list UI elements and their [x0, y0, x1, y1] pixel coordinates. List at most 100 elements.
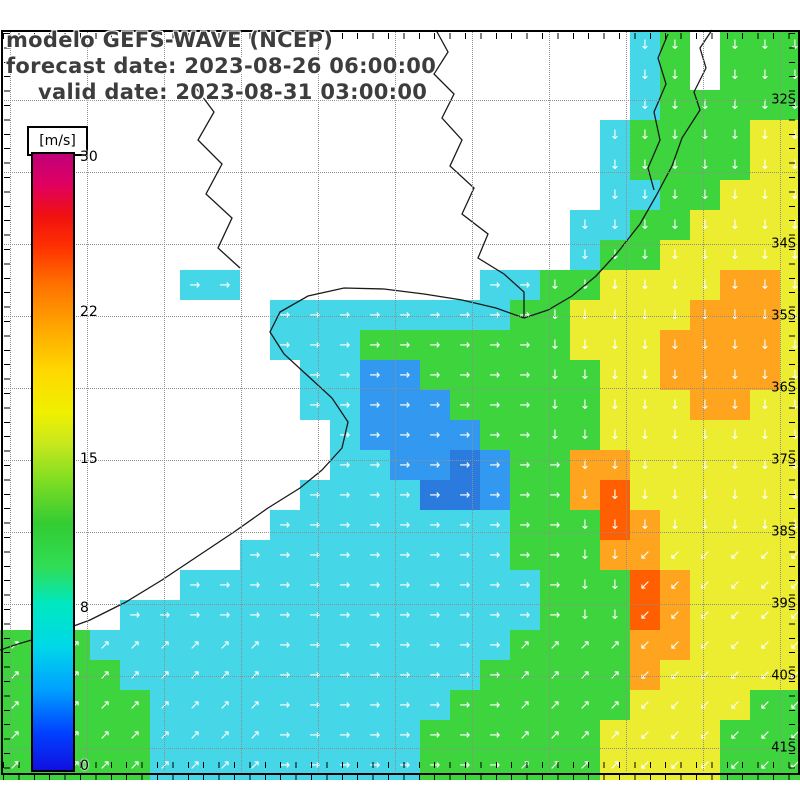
wind-arrow-icon: ↓	[579, 397, 591, 413]
wind-arrow-icon: ↓	[699, 397, 711, 413]
wind-arrow-icon: ↗	[549, 667, 561, 683]
wind-arrow-icon: ↓	[669, 457, 681, 473]
wind-arrow-icon: ↓	[699, 517, 711, 533]
map-cell: →	[330, 720, 360, 750]
map-cell: ↓	[750, 360, 780, 390]
map-cell: ↓	[750, 210, 780, 240]
wind-arrow-icon: →	[399, 697, 411, 713]
axis-ticks-right	[789, 33, 795, 769]
map-cell: ↓	[630, 450, 660, 480]
wind-arrow-icon: →	[519, 547, 531, 563]
map-cell: ↓	[540, 390, 570, 420]
wind-arrow-icon: ↓	[639, 517, 651, 533]
map-cell: ↓	[540, 420, 570, 450]
colorbar-gradient	[31, 152, 75, 772]
map-frame	[1, 30, 800, 775]
map-cell: ↙	[750, 630, 780, 660]
map-cell: ↓	[690, 360, 720, 390]
wind-arrow-icon: ↗	[9, 697, 21, 713]
map-cell: →	[270, 660, 300, 690]
wind-arrow-icon: ↗	[249, 697, 261, 713]
wind-arrow-icon: ↓	[579, 457, 591, 473]
wind-arrow-icon: ↓	[639, 487, 651, 503]
map-cell: ↓	[690, 450, 720, 480]
wind-arrow-icon: ↗	[579, 667, 591, 683]
wind-arrow-icon: ↗	[549, 637, 561, 653]
wind-arrow-icon: ↙	[759, 697, 771, 713]
map-cell: ↓	[600, 390, 630, 420]
axis-ticks-left	[4, 33, 10, 769]
map-cell: →	[540, 540, 570, 570]
wind-arrow-icon: →	[339, 727, 351, 743]
map-cell: ↗	[90, 690, 120, 720]
map-cell: ↓	[750, 300, 780, 330]
wind-arrow-icon: ↓	[639, 367, 651, 383]
wind-arrow-icon: ↙	[669, 667, 681, 683]
map-cell: ↗	[600, 630, 630, 660]
wind-arrow-icon: →	[519, 457, 531, 473]
map-cell: ↗	[90, 660, 120, 690]
wind-arrow-icon: ↗	[519, 697, 531, 713]
map-cell: →	[270, 720, 300, 750]
wind-arrow-icon: ↗	[69, 697, 81, 713]
wind-arrow-icon: ↓	[729, 367, 741, 383]
wind-arrow-icon: →	[489, 667, 501, 683]
wind-arrow-icon: ↓	[639, 397, 651, 413]
wind-arrow-icon: ↓	[759, 367, 771, 383]
axis-ticks-top	[3, 33, 797, 39]
colorbar-unit-label: [m/s]	[27, 126, 88, 156]
wind-arrow-icon: →	[549, 487, 561, 503]
wind-arrow-icon: ↓	[549, 337, 561, 353]
wind-arrow-icon: ↓	[729, 487, 741, 503]
map-cell: ↙	[750, 540, 780, 570]
wind-arrow-icon: ↙	[639, 607, 651, 623]
wind-arrow-icon: →	[429, 667, 441, 683]
colorbar-tick-label: 8	[80, 600, 89, 616]
wind-arrow-icon: ↓	[699, 337, 711, 353]
map-cell: ↓	[750, 450, 780, 480]
wind-arrow-icon: ↙	[669, 607, 681, 623]
wind-arrow-icon: →	[519, 427, 531, 443]
map-cell: ↓	[660, 390, 690, 420]
map-cell: ↓	[690, 480, 720, 510]
wind-arrow-icon: ↓	[759, 127, 771, 143]
map-cell: ↓	[720, 180, 750, 210]
map-cell: ↗	[180, 660, 210, 690]
map-cell: ↓	[540, 360, 570, 390]
map-cell: →	[300, 720, 330, 750]
wind-arrow-icon: ↗	[219, 697, 231, 713]
wind-arrow-icon: →	[549, 607, 561, 623]
wind-arrow-icon: ↓	[729, 37, 741, 53]
map-cell: ↗	[240, 690, 270, 720]
axis-ticks-bottom	[3, 762, 797, 768]
map-cell: ↓	[570, 540, 600, 570]
wind-arrow-icon: →	[219, 277, 231, 293]
wind-arrow-icon: →	[399, 667, 411, 683]
wind-arrow-icon: →	[489, 727, 501, 743]
wind-arrow-icon: →	[519, 487, 531, 503]
wind-arrow-icon: ↙	[699, 547, 711, 563]
wind-arrow-icon: ↓	[759, 517, 771, 533]
wind-arrow-icon: ↓	[549, 427, 561, 443]
map-cell: ↓	[660, 420, 690, 450]
map-cell: ↓	[750, 330, 780, 360]
map-cell: ↓	[600, 480, 630, 510]
map-cell: ↙	[750, 720, 780, 750]
wind-arrow-icon: ↗	[579, 727, 591, 743]
map-cell: ↗	[540, 690, 570, 720]
wind-arrow-icon: ↓	[729, 427, 741, 443]
wind-arrow-icon: ↓	[729, 277, 741, 293]
wind-arrow-icon: ↗	[9, 667, 21, 683]
map-cell: ↓	[600, 600, 630, 630]
wind-arrow-icon: ↙	[669, 637, 681, 653]
map-cell: ↙	[690, 630, 720, 660]
colorbar-tick-label: 22	[80, 304, 98, 320]
wind-arrow-icon: ↓	[579, 517, 591, 533]
wind-arrow-icon: ↗	[249, 667, 261, 683]
wind-arrow-icon: ↙	[759, 607, 771, 623]
map-cell: ↗	[540, 630, 570, 660]
map-cell: ↓	[720, 360, 750, 390]
map-cell: ↙	[690, 540, 720, 570]
map-cell: ↓	[600, 540, 630, 570]
map-cell: ↓	[690, 420, 720, 450]
